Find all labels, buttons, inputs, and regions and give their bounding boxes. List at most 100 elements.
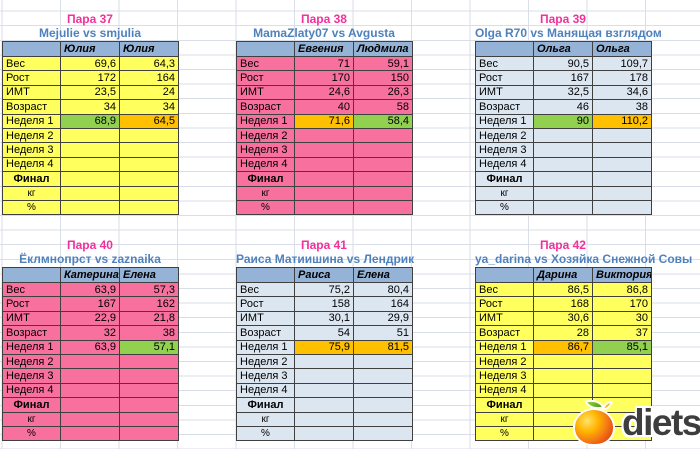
value-cell[interactable] [592,185,652,201]
row-label[interactable]: Вес [236,55,295,72]
value-cell[interactable] [353,368,413,384]
row-label[interactable]: Возраст [236,325,295,341]
pair-matchup[interactable]: Olga R70 vs Манящая взглядом [475,26,662,40]
value-cell[interactable]: 64,5 [119,113,179,129]
player-1-name[interactable]: Катерина [60,267,120,283]
player-2-name[interactable]: Елена [353,267,413,283]
corner-cell[interactable] [475,41,534,57]
value-cell[interactable] [60,156,120,173]
value-cell[interactable]: 168 [533,296,593,312]
value-cell[interactable] [60,199,120,216]
value-cell[interactable]: 164 [119,70,179,86]
row-label[interactable]: Финал [475,171,534,187]
row-label[interactable]: Неделя 3 [475,142,534,158]
row-label[interactable]: % [2,199,61,216]
row-label[interactable]: Вес [2,281,61,298]
value-cell[interactable] [533,127,593,144]
pair-matchup[interactable]: Mejulie vs smjulia [38,26,142,40]
value-cell[interactable] [60,368,120,384]
value-cell[interactable]: 46 [533,99,593,115]
player-2-name[interactable]: Виктория [592,267,652,283]
value-cell[interactable] [294,353,354,370]
corner-cell[interactable] [236,41,295,57]
corner-cell[interactable] [2,267,61,283]
value-cell[interactable]: 109,7 [592,55,652,72]
value-cell[interactable]: 28 [533,325,593,341]
row-label[interactable]: Неделя 1 [236,113,295,129]
value-cell[interactable]: 34 [60,99,120,115]
value-cell[interactable]: 75,9 [294,339,354,355]
value-cell[interactable]: 38 [592,99,652,115]
value-cell[interactable] [60,142,120,158]
row-label[interactable]: Неделя 3 [236,368,295,384]
value-cell[interactable]: 30,1 [294,310,354,327]
value-cell[interactable] [353,199,413,216]
pair-matchup[interactable]: ya_darina vs Хозяйка Снежной Совы [475,252,693,266]
value-cell[interactable]: 86,8 [592,281,652,298]
value-cell[interactable]: 37 [592,325,652,341]
value-cell[interactable] [119,171,179,187]
value-cell[interactable]: 178 [592,70,652,86]
value-cell[interactable]: 38 [119,325,179,341]
row-label[interactable]: Финал [2,171,61,187]
value-cell[interactable]: 69,6 [60,55,120,72]
corner-cell[interactable] [475,267,534,283]
value-cell[interactable] [119,185,179,201]
pair-title[interactable]: Пара 37 [67,12,113,26]
row-label[interactable]: ИМТ [475,310,534,327]
row-label[interactable]: Вес [2,55,61,72]
value-cell[interactable] [119,199,179,216]
value-cell[interactable]: 24 [119,84,179,101]
row-label[interactable]: кг [475,185,534,201]
value-cell[interactable] [60,411,120,427]
player-1-name[interactable]: Ольга [533,41,593,57]
value-cell[interactable] [119,142,179,158]
row-label[interactable]: Неделя 2 [2,127,61,144]
player-2-name[interactable]: Людмила [353,41,413,57]
value-cell[interactable]: 158 [294,296,354,312]
row-label[interactable]: Финал [236,171,295,187]
value-cell[interactable]: 51 [353,325,413,341]
row-label[interactable]: Неделя 1 [475,113,534,129]
player-2-name[interactable]: Юлия [119,41,179,57]
value-cell[interactable]: 58,4 [353,113,413,129]
value-cell[interactable] [353,353,413,370]
value-cell[interactable] [60,382,120,399]
value-cell[interactable]: 40 [294,99,354,115]
value-cell[interactable] [533,353,593,370]
player-1-name[interactable]: Евгения [294,41,354,57]
pair-matchup[interactable]: Ёклмнопрст vs zaznaika [19,252,161,266]
value-cell[interactable] [119,156,179,173]
value-cell[interactable]: 24,6 [294,84,354,101]
pair-title[interactable]: Пара 39 [540,12,586,26]
value-cell[interactable]: 85,1 [592,339,652,355]
value-cell[interactable] [294,368,354,384]
row-label[interactable]: Финал [2,397,61,413]
value-cell[interactable]: 63,9 [60,339,120,355]
value-cell[interactable]: 71,6 [294,113,354,129]
pair-title[interactable]: Пара 42 [540,238,586,252]
value-cell[interactable]: 86,5 [533,281,593,298]
player-1-name[interactable]: Дарина [533,267,593,283]
value-cell[interactable]: 57,3 [119,281,179,298]
row-label[interactable]: Рост [2,70,61,86]
value-cell[interactable] [533,397,593,413]
row-label[interactable]: ИМТ [236,84,295,101]
value-cell[interactable] [533,199,593,216]
row-label[interactable]: Вес [236,281,295,298]
value-cell[interactable] [533,368,593,384]
pair-matchup[interactable]: MamaZlaty07 vs Avgusta [253,26,395,40]
row-label[interactable]: Возраст [236,99,295,115]
value-cell[interactable]: 167 [60,296,120,312]
value-cell[interactable]: 32 [60,325,120,341]
row-label[interactable]: ИМТ [475,84,534,101]
value-cell[interactable] [119,353,179,370]
row-label[interactable]: Неделя 4 [236,156,295,173]
value-cell[interactable] [592,171,652,187]
row-label[interactable]: ИМТ [2,84,61,101]
value-cell[interactable] [353,171,413,187]
value-cell[interactable] [119,411,179,427]
value-cell[interactable] [592,156,652,173]
value-cell[interactable]: 21,8 [119,310,179,327]
value-cell[interactable] [353,142,413,158]
